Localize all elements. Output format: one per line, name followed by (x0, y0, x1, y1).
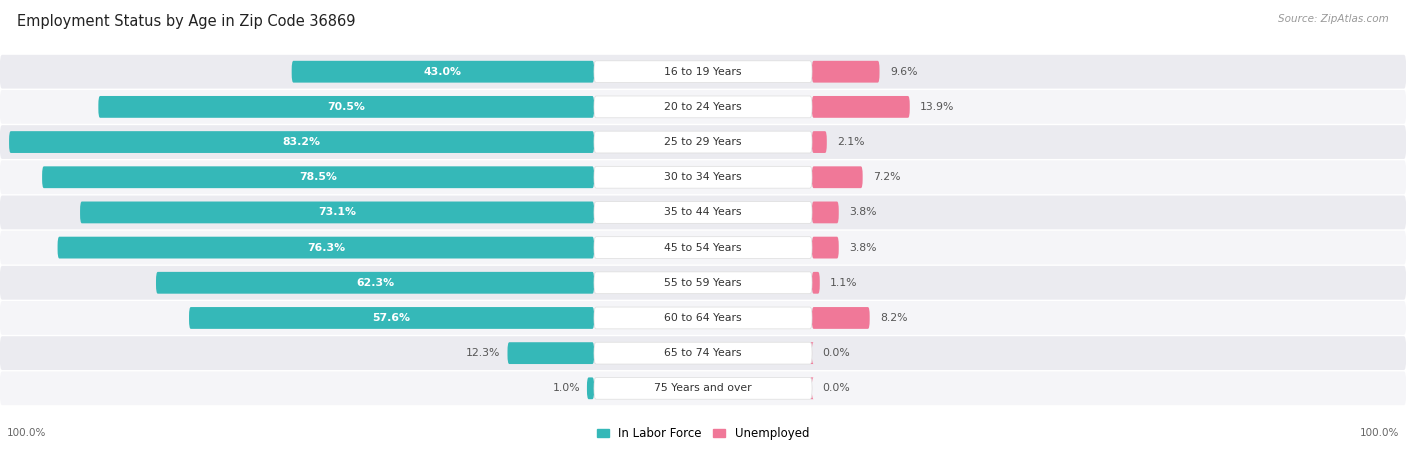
FancyBboxPatch shape (188, 307, 595, 329)
Text: 20 to 24 Years: 20 to 24 Years (664, 102, 742, 112)
FancyBboxPatch shape (811, 237, 839, 258)
FancyBboxPatch shape (8, 131, 595, 153)
Legend: In Labor Force, Unemployed: In Labor Force, Unemployed (592, 423, 814, 445)
Text: 73.1%: 73.1% (318, 207, 356, 217)
FancyBboxPatch shape (0, 372, 1406, 405)
FancyBboxPatch shape (593, 237, 813, 258)
FancyBboxPatch shape (811, 131, 827, 153)
FancyBboxPatch shape (811, 166, 863, 188)
Text: 65 to 74 Years: 65 to 74 Years (664, 348, 742, 358)
FancyBboxPatch shape (291, 61, 595, 83)
FancyBboxPatch shape (156, 272, 595, 294)
Text: 12.3%: 12.3% (467, 348, 501, 358)
FancyBboxPatch shape (80, 202, 595, 223)
FancyBboxPatch shape (0, 336, 1406, 370)
FancyBboxPatch shape (42, 166, 595, 188)
Text: 78.5%: 78.5% (299, 172, 337, 182)
Text: 13.9%: 13.9% (920, 102, 955, 112)
Text: 57.6%: 57.6% (373, 313, 411, 323)
FancyBboxPatch shape (810, 377, 814, 399)
FancyBboxPatch shape (593, 61, 813, 83)
Text: 1.0%: 1.0% (553, 383, 581, 393)
FancyBboxPatch shape (0, 161, 1406, 194)
Text: 9.6%: 9.6% (890, 67, 918, 77)
Text: 3.8%: 3.8% (849, 243, 877, 253)
FancyBboxPatch shape (810, 342, 814, 364)
FancyBboxPatch shape (98, 96, 595, 118)
Text: 30 to 34 Years: 30 to 34 Years (664, 172, 742, 182)
Text: 3.8%: 3.8% (849, 207, 877, 217)
FancyBboxPatch shape (593, 96, 813, 118)
FancyBboxPatch shape (0, 266, 1406, 299)
Text: 16 to 19 Years: 16 to 19 Years (664, 67, 742, 77)
FancyBboxPatch shape (593, 272, 813, 294)
Text: 100.0%: 100.0% (7, 428, 46, 438)
FancyBboxPatch shape (811, 202, 839, 223)
Text: 60 to 64 Years: 60 to 64 Years (664, 313, 742, 323)
Text: 25 to 29 Years: 25 to 29 Years (664, 137, 742, 147)
FancyBboxPatch shape (0, 196, 1406, 229)
FancyBboxPatch shape (58, 237, 595, 258)
Text: 7.2%: 7.2% (873, 172, 901, 182)
Text: 8.2%: 8.2% (880, 313, 908, 323)
Text: 43.0%: 43.0% (423, 67, 463, 77)
Text: Employment Status by Age in Zip Code 36869: Employment Status by Age in Zip Code 368… (17, 14, 356, 28)
Text: 70.5%: 70.5% (328, 102, 366, 112)
Text: 62.3%: 62.3% (356, 278, 394, 288)
FancyBboxPatch shape (811, 61, 880, 83)
FancyBboxPatch shape (508, 342, 595, 364)
FancyBboxPatch shape (811, 272, 820, 294)
Text: 100.0%: 100.0% (1360, 428, 1399, 438)
Text: 75 Years and over: 75 Years and over (654, 383, 752, 393)
FancyBboxPatch shape (0, 125, 1406, 159)
FancyBboxPatch shape (593, 342, 813, 364)
Text: 0.0%: 0.0% (823, 383, 851, 393)
FancyBboxPatch shape (593, 307, 813, 329)
FancyBboxPatch shape (593, 202, 813, 223)
FancyBboxPatch shape (0, 301, 1406, 335)
Text: 55 to 59 Years: 55 to 59 Years (664, 278, 742, 288)
Text: 35 to 44 Years: 35 to 44 Years (664, 207, 742, 217)
Text: Source: ZipAtlas.com: Source: ZipAtlas.com (1278, 14, 1389, 23)
FancyBboxPatch shape (586, 377, 595, 399)
Text: 83.2%: 83.2% (283, 137, 321, 147)
FancyBboxPatch shape (811, 96, 910, 118)
Text: 1.1%: 1.1% (830, 278, 858, 288)
FancyBboxPatch shape (0, 55, 1406, 88)
FancyBboxPatch shape (593, 166, 813, 188)
FancyBboxPatch shape (593, 131, 813, 153)
FancyBboxPatch shape (811, 307, 870, 329)
Text: 0.0%: 0.0% (823, 348, 851, 358)
Text: 2.1%: 2.1% (838, 137, 865, 147)
Text: 76.3%: 76.3% (307, 243, 344, 253)
FancyBboxPatch shape (593, 377, 813, 399)
FancyBboxPatch shape (0, 90, 1406, 124)
Text: 45 to 54 Years: 45 to 54 Years (664, 243, 742, 253)
FancyBboxPatch shape (0, 231, 1406, 264)
